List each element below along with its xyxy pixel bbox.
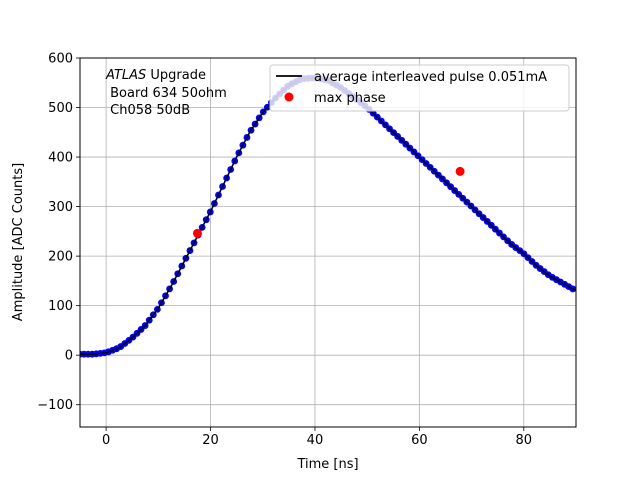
legend-marker-swatch	[284, 92, 294, 102]
y-tick-label: 0	[65, 349, 73, 364]
y-tick-label: −100	[37, 398, 73, 413]
y-tick-label: 400	[48, 151, 73, 166]
axis-ticks: 0 20 40 60 80 −100 0 100 200 300 400 500 600	[37, 52, 532, 449]
y-tick-label: 200	[48, 250, 73, 265]
x-tick-label: 20	[202, 433, 219, 448]
max-phase-marker	[455, 166, 465, 176]
plot-frame	[79, 57, 577, 428]
legend: average interleaved pulse 0.051mA max ph…	[269, 64, 570, 112]
annotation-text: ATLAS Upgrade Board 634 50ohm Ch058 50dB	[105, 68, 227, 118]
y-tick-label: 600	[48, 52, 73, 67]
legend-label-average-pulse: average interleaved pulse 0.051mA	[314, 70, 547, 85]
annotation-board: Board 634 50ohm	[106, 86, 227, 101]
x-tick-label: 0	[102, 433, 110, 448]
annotation-upgrade: Upgrade	[146, 68, 206, 83]
annotation-channel: Ch058 50dB	[106, 103, 190, 118]
y-tick-label: 500	[48, 101, 73, 116]
y-axis-label: Amplitude [ADC Counts]	[11, 163, 26, 321]
annotation-atlas: ATLAS	[105, 68, 146, 83]
legend-box	[269, 64, 570, 112]
svg-text:ATLAS Upgrade: ATLAS Upgrade	[105, 68, 206, 83]
max-phase-marker	[192, 228, 202, 238]
legend-label-max-phase: max phase	[314, 91, 386, 106]
x-tick-label: 40	[307, 433, 324, 448]
x-tick-label: 60	[411, 433, 428, 448]
x-tick-label: 80	[516, 433, 533, 448]
y-tick-label: 300	[48, 200, 73, 215]
x-axis-label: Time [ns]	[296, 457, 358, 472]
y-tick-label: 100	[48, 299, 73, 314]
